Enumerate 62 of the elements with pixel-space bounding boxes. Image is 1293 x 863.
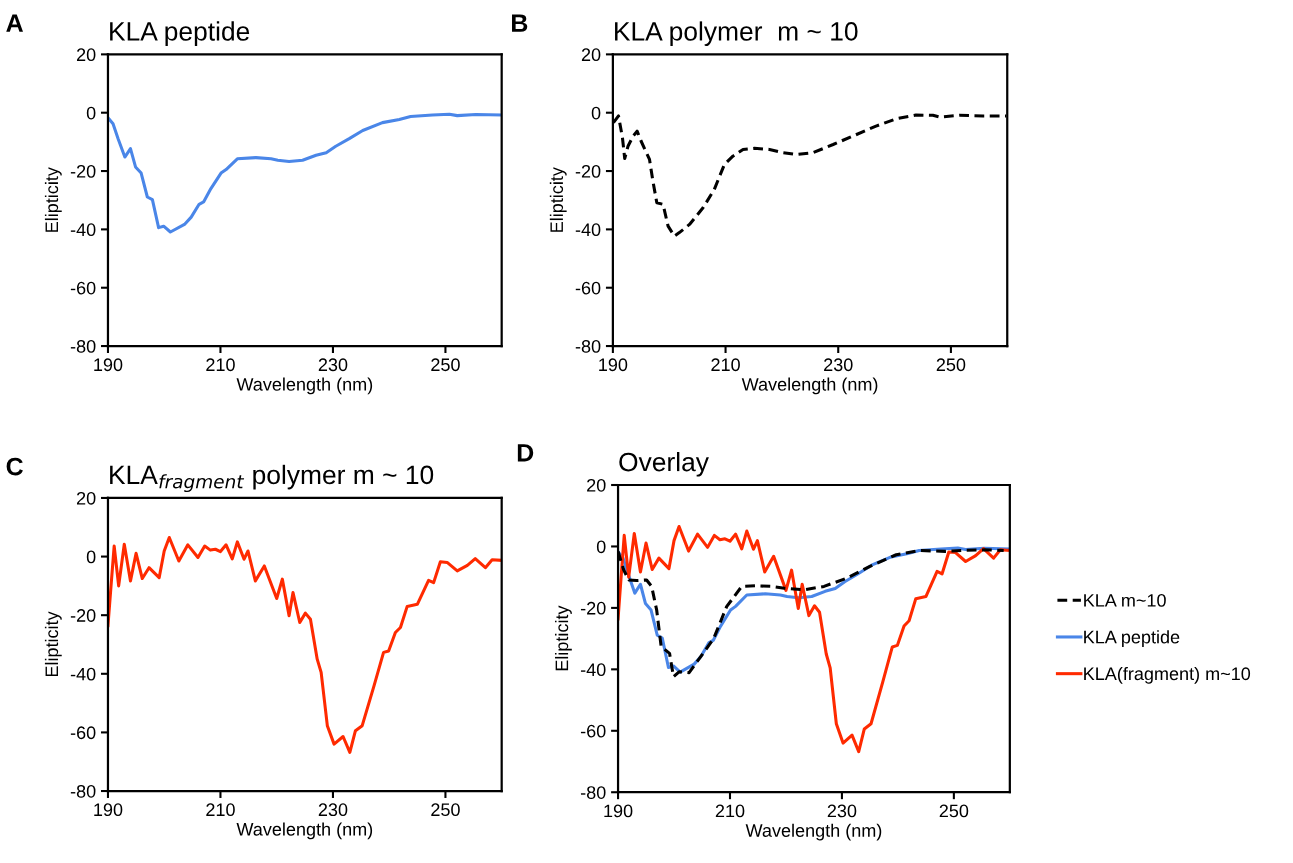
y-axis-title: Elipticity: [554, 605, 572, 671]
line-series: [107, 112, 502, 234]
x-axis-title: Wavelength (nm): [236, 822, 373, 840]
y-axis-title: Elipticity: [44, 611, 62, 677]
chart-title: KLA polymer m ~ 10: [615, 21, 858, 46]
x-tick-label: 210: [206, 803, 235, 817]
y-tick-label: -60: [70, 281, 96, 295]
y-tick-label: -60: [580, 724, 606, 738]
y-tick-label: 0: [591, 106, 601, 120]
y-tick-label: -40: [575, 223, 601, 237]
legend-label: KLA(fragment) m~10: [1084, 666, 1251, 684]
x-tick-label: 210: [715, 804, 745, 818]
y-tick-label: 20: [581, 48, 601, 62]
y-tick-label: 20: [76, 491, 96, 505]
legend-label: KLA m~10: [1084, 593, 1166, 607]
x-tick-label: 250: [431, 803, 460, 817]
x-tick-label: 210: [711, 358, 740, 372]
x-tick-label: 250: [939, 804, 969, 818]
text: C: [6, 457, 23, 476]
x-axis-title: Wavelength (nm): [236, 377, 373, 395]
x-tick-label: 210: [206, 358, 235, 372]
y-tick-label: -20: [70, 164, 96, 178]
y-tick-label: -20: [580, 601, 606, 615]
x-axis-title: Wavelength (nm): [745, 823, 882, 841]
y-tick-label: -20: [70, 609, 96, 622]
y-axis-title: Elipticity: [549, 167, 567, 232]
y-tick-label: -40: [70, 223, 96, 237]
x-tick-label: 190: [599, 358, 628, 372]
line-series: [618, 524, 1010, 754]
y-axis-title: Elipticity: [44, 167, 62, 232]
y-tick-label: -60: [70, 726, 96, 740]
x-tick-label: 230: [827, 804, 857, 818]
x-tick-label: 190: [94, 803, 123, 817]
x-axis-title: Wavelength (nm): [741, 377, 878, 395]
y-tick-label: 0: [86, 106, 96, 120]
y-tick-label: 0: [596, 540, 606, 554]
line-series: [107, 535, 502, 754]
chart-title: KLA$_{fragment}$ polymer m ~ 10: [110, 464, 434, 493]
y-tick-label: 0: [86, 550, 96, 564]
y-tick-label: -80: [580, 786, 606, 799]
x-tick-label: 230: [824, 358, 853, 372]
text: B: [512, 14, 528, 32]
chart-title: Overlay: [619, 451, 709, 477]
x-tick-label: 230: [318, 803, 348, 817]
x-tick-label: 190: [604, 804, 633, 818]
y-tick-label: 20: [587, 478, 606, 492]
y-tick-label: -40: [70, 667, 96, 681]
y-tick-label: -20: [575, 164, 601, 178]
y-tick-label: 20: [76, 48, 96, 62]
chart-title: KLA peptide: [110, 21, 250, 46]
y-tick-label: -80: [70, 340, 96, 353]
y-tick-label: -80: [575, 340, 601, 353]
y-tick-label: -60: [575, 281, 601, 295]
x-tick-label: 190: [94, 358, 123, 372]
x-tick-label: 250: [936, 358, 966, 372]
text: A: [6, 14, 23, 32]
x-tick-label: 230: [318, 358, 348, 372]
y-tick-label: -80: [70, 784, 96, 798]
legend-label: KLA peptide: [1084, 630, 1180, 648]
y-tick-label: -40: [580, 663, 606, 677]
text: D: [517, 444, 534, 462]
x-tick-label: 250: [431, 358, 460, 372]
